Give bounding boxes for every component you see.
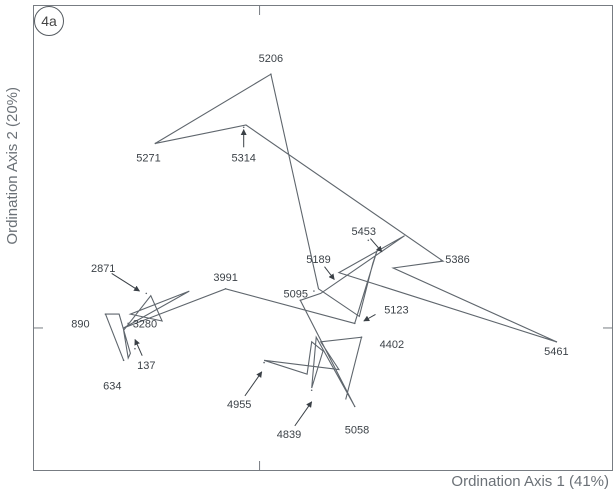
label-arrow-5453	[370, 238, 383, 253]
point-5095	[299, 299, 302, 302]
point-4955	[263, 361, 265, 364]
point-label-5314: 5314	[231, 152, 255, 164]
point-4402	[360, 336, 363, 338]
point-3280	[127, 322, 129, 325]
point-label-5058: 5058	[345, 425, 369, 437]
point-label-634: 634	[103, 381, 121, 393]
point-5453	[367, 239, 370, 242]
point-137	[134, 347, 136, 350]
point-label-4955: 4955	[227, 399, 251, 411]
point-label-890: 890	[71, 318, 89, 330]
point-890	[104, 313, 107, 315]
label-arrow-5123	[363, 313, 376, 322]
label-arrow-2871	[111, 272, 141, 292]
point-label-4839: 4839	[277, 429, 301, 441]
panel-label-badge: 4a	[34, 6, 64, 36]
point-5461	[555, 341, 558, 343]
point-5314	[242, 126, 245, 129]
point-5058	[353, 405, 356, 408]
label-arrow-5189	[324, 266, 335, 280]
y-axis-label: Ordination Axis 2 (20%)	[4, 87, 21, 245]
plot-frame	[33, 5, 613, 471]
point-5271	[154, 142, 157, 145]
point-3991	[224, 287, 227, 290]
point-5386	[440, 260, 442, 262]
point-label-5095: 5095	[284, 288, 308, 300]
point-label-137: 137	[137, 360, 155, 372]
point-label-5453: 5453	[352, 226, 376, 238]
label-arrow-4955	[244, 371, 263, 397]
point-label-5271: 5271	[136, 152, 160, 164]
point-label-5386: 5386	[445, 254, 469, 266]
point-label-2871: 2871	[91, 263, 115, 275]
point-4839	[310, 389, 313, 392]
point-label-3280: 3280	[133, 318, 157, 330]
label-arrow-137	[134, 338, 143, 356]
label-arrow-4839	[294, 401, 313, 427]
point-5189	[313, 290, 315, 292]
point-label-5189: 5189	[306, 254, 330, 266]
point-5206	[270, 73, 272, 76]
point-label-5461: 5461	[544, 346, 568, 358]
point-label-5206: 5206	[259, 53, 283, 65]
point-5123	[353, 322, 356, 325]
point-634	[122, 359, 125, 362]
point-label-3991: 3991	[213, 272, 237, 284]
x-axis-label: Ordination Axis 1 (41%)	[451, 473, 609, 490]
point-label-4402: 4402	[380, 339, 404, 351]
point-2871	[145, 292, 148, 295]
trajectory-line	[104, 73, 557, 407]
point-label-5123: 5123	[384, 305, 408, 317]
